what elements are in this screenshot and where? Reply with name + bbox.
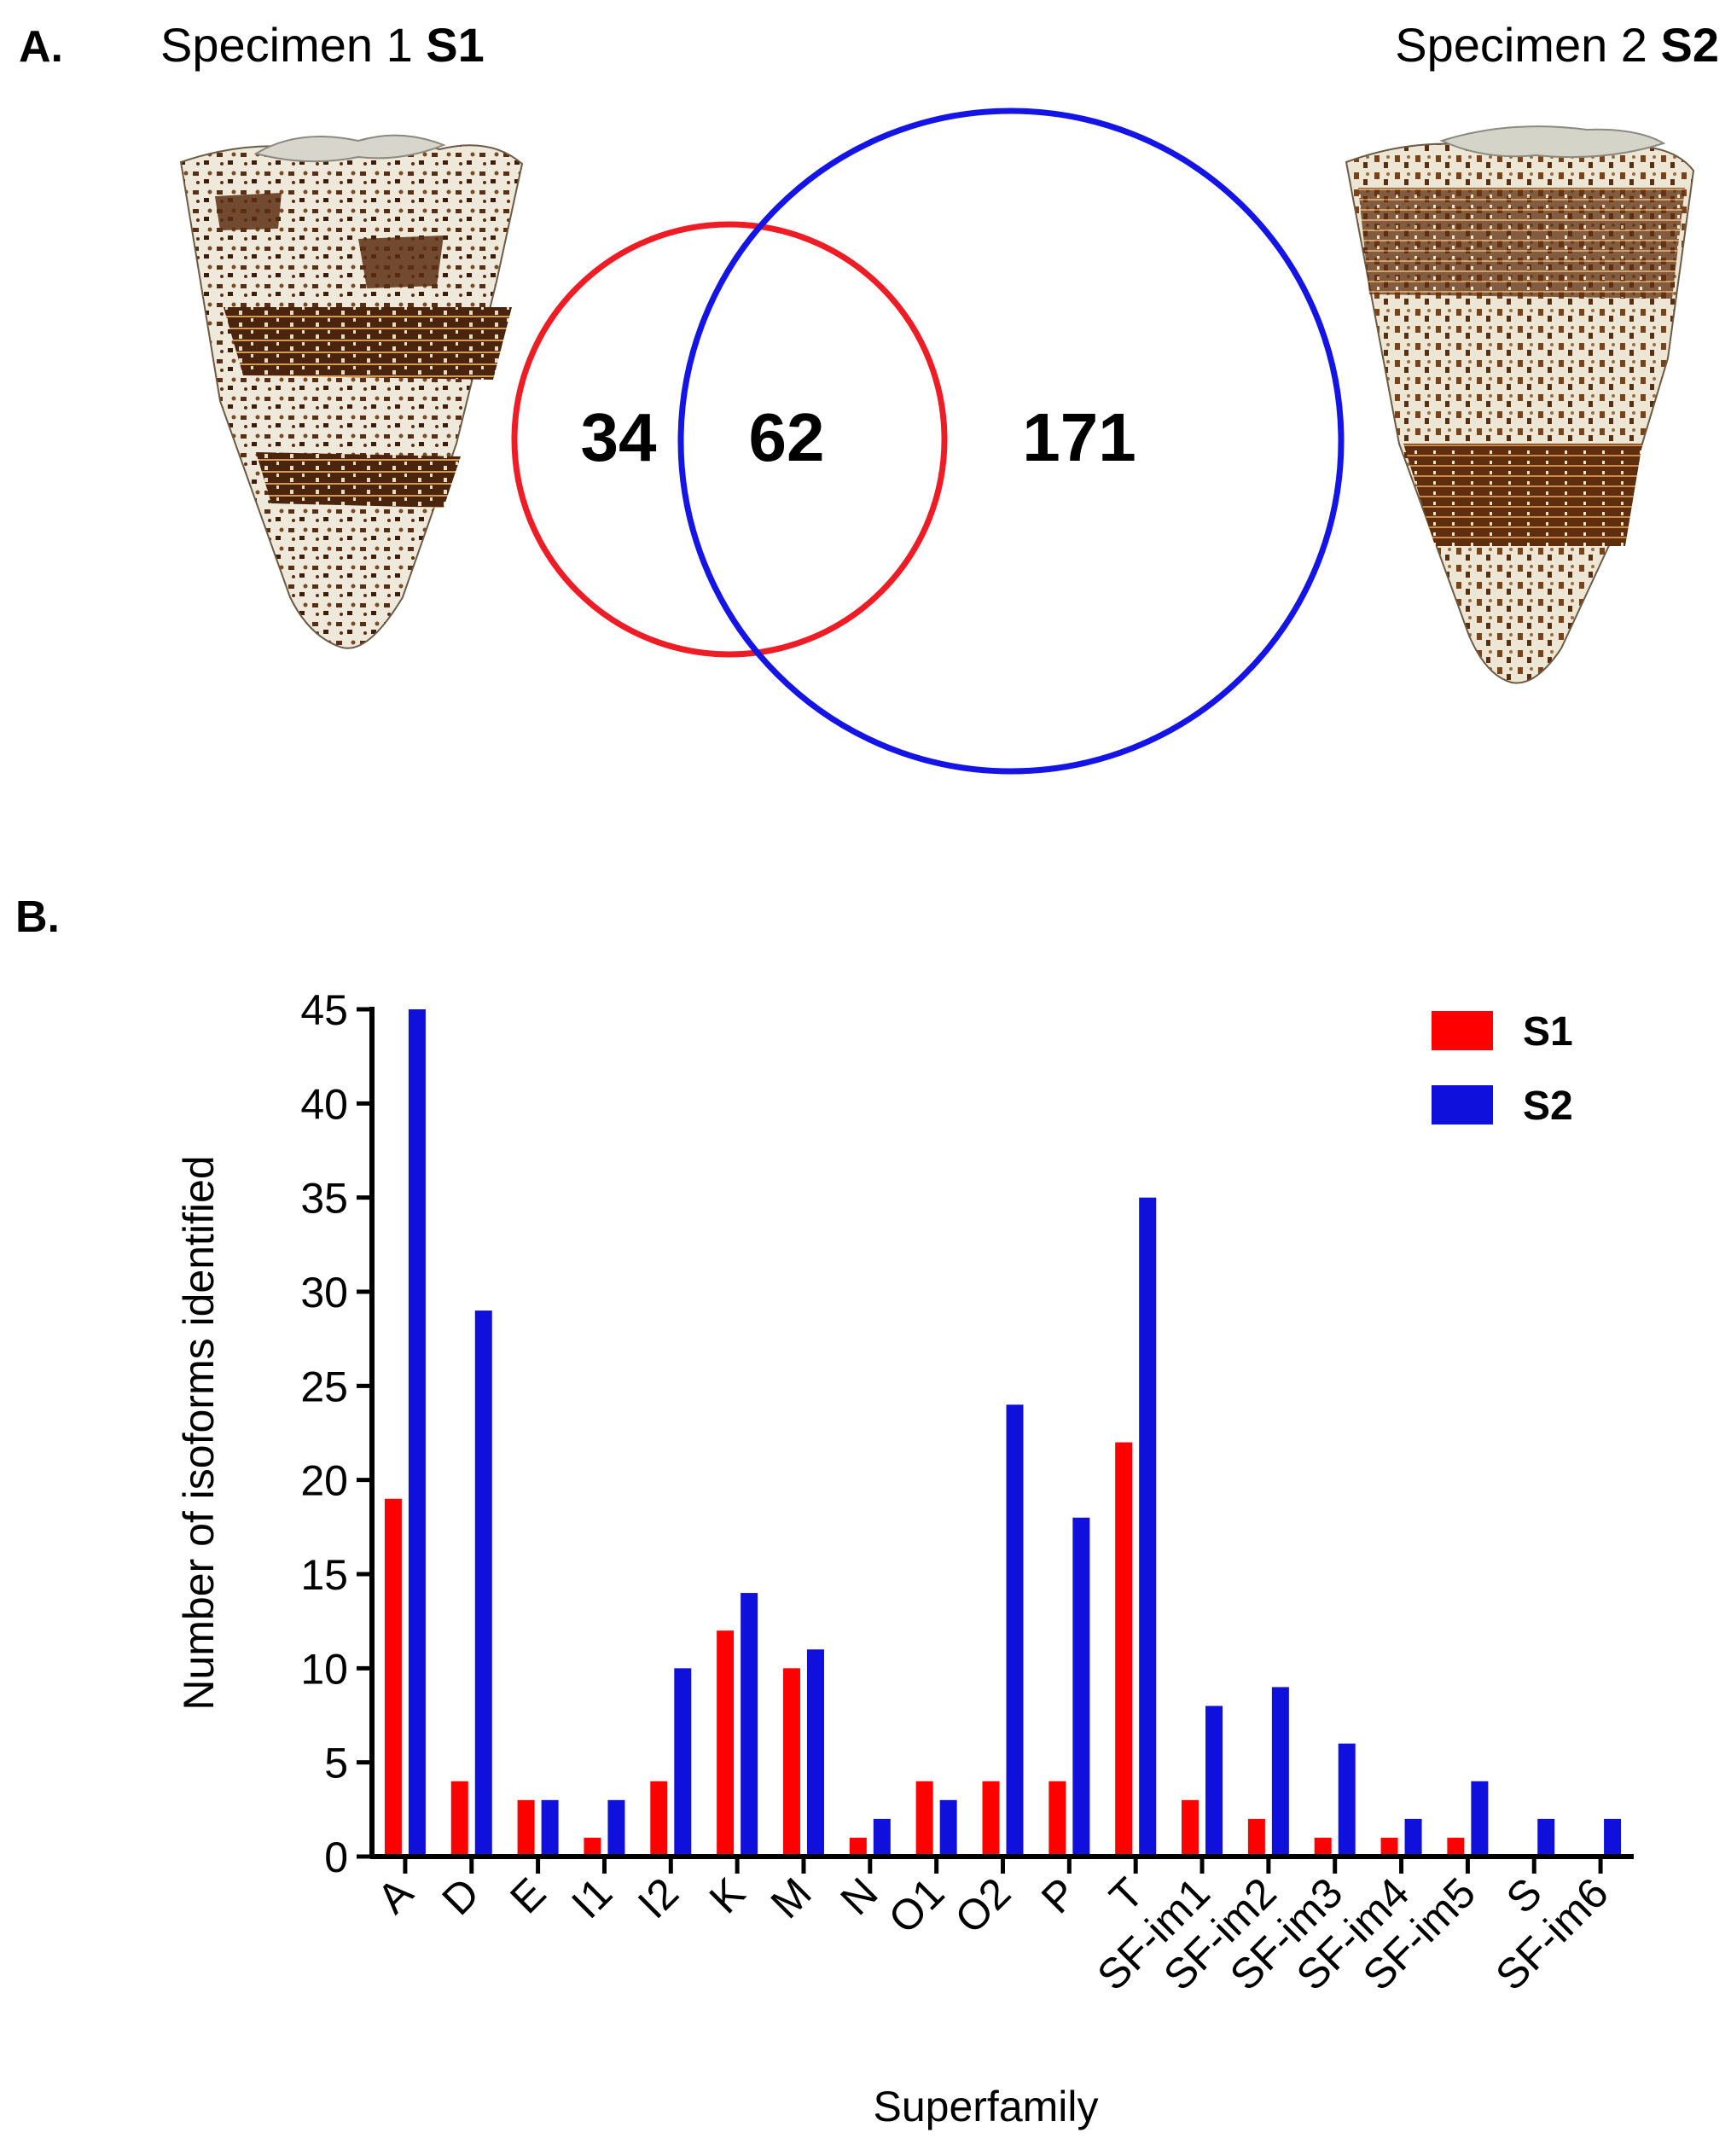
bar-s2-t (1139, 1197, 1157, 1857)
y-tick-label: 35 (300, 1175, 348, 1223)
bar-s2-k (741, 1593, 758, 1857)
panel-b-label: B. (15, 892, 60, 942)
bar-s1-k (717, 1630, 735, 1857)
specimen-2-label: Specimen 2 S2 (1395, 18, 1719, 72)
bar-s2-d (474, 1310, 492, 1857)
bar-s2-sf-im1 (1205, 1706, 1223, 1857)
x-tick-label: D (433, 1868, 488, 1924)
venn-circle-s1 (511, 221, 948, 658)
specimen-1-text: Specimen 1 (160, 18, 426, 72)
bar-s1-p (1048, 1781, 1066, 1857)
y-tick-label: 45 (300, 986, 348, 1034)
bar-s1-t (1115, 1442, 1133, 1857)
bar-s1-sf-im1 (1182, 1799, 1200, 1857)
bar-s1-o1 (915, 1781, 933, 1857)
y-axis-title: Number of isoforms identified (175, 1155, 223, 1710)
venn-circle-s2 (677, 108, 1345, 775)
x-axis-title: Superfamily (874, 2083, 1099, 2130)
bar-s2-sf-im6 (1604, 1818, 1622, 1857)
x-tick-label: O1 (880, 1868, 954, 1943)
x-tick-label: I1 (562, 1868, 621, 1927)
bar-s2-o2 (1006, 1404, 1024, 1857)
bar-s2-sf-im4 (1404, 1818, 1422, 1857)
bar-s1-sf-im5 (1447, 1837, 1465, 1857)
bar-s2-i2 (674, 1668, 692, 1857)
bar-s2-sf-im2 (1271, 1687, 1289, 1857)
y-tick-label: 5 (324, 1740, 348, 1787)
x-tick-label: A (369, 1868, 423, 1923)
x-tick-label: E (501, 1868, 555, 1922)
bar-s1-sf-im4 (1380, 1837, 1398, 1857)
specimen-1-shell-image (179, 134, 524, 649)
bar-s1-n (849, 1837, 867, 1857)
bar-s1-i2 (650, 1781, 668, 1857)
specimen-1-label: Specimen 1 S1 (160, 18, 485, 72)
y-tick-label: 0 (324, 1833, 348, 1881)
bar-s2-e (541, 1799, 559, 1857)
legend-label-s2: S2 (1523, 1084, 1573, 1129)
specimen-2-code: S2 (1661, 18, 1720, 72)
bar-s1-d (450, 1781, 468, 1857)
x-tick-label: M (762, 1868, 821, 1927)
legend-swatch-s1 (1432, 1011, 1493, 1050)
x-tick-label: N (831, 1868, 886, 1924)
y-tick-label: 15 (300, 1551, 348, 1599)
bar-s1-o2 (982, 1781, 1000, 1857)
specimen-1-code: S1 (426, 18, 485, 72)
bar-s2-p (1072, 1517, 1090, 1857)
y-tick-label: 20 (300, 1457, 348, 1505)
specimen-2-text: Specimen 2 (1395, 18, 1660, 72)
x-tick-label: K (700, 1868, 754, 1922)
bar-s2-s (1537, 1818, 1555, 1857)
x-tick-label: O2 (946, 1868, 1020, 1943)
bar-s1-sf-im2 (1247, 1818, 1265, 1857)
bar-s2-sf-im3 (1338, 1743, 1356, 1857)
venn-shared-count: 62 (749, 399, 825, 475)
x-tick-label: P (1032, 1868, 1086, 1922)
y-tick-label: 40 (300, 1080, 348, 1128)
venn-only-s1-count: 34 (581, 399, 657, 475)
y-tick-label: 30 (300, 1269, 348, 1316)
legend-label-s1: S1 (1523, 1009, 1573, 1055)
bar-s1-m (782, 1668, 800, 1857)
bar-s1-e (517, 1799, 535, 1857)
bar-s2-sf-im5 (1471, 1781, 1489, 1857)
bar-s2-o1 (939, 1799, 957, 1857)
x-tick-label: I2 (629, 1868, 688, 1927)
bar-s2-m (806, 1649, 824, 1857)
bar-s1-sf-im3 (1314, 1837, 1332, 1857)
y-tick-label: 10 (300, 1645, 348, 1693)
panel-a-label: A. (19, 22, 63, 72)
bar-s1-i1 (584, 1837, 601, 1857)
legend-swatch-s2 (1432, 1085, 1493, 1124)
venn-only-s2-count: 171 (1022, 399, 1136, 475)
bar-s2-n (873, 1818, 891, 1857)
bar-s2-i1 (607, 1799, 625, 1857)
specimen-2-shell-image (1345, 125, 1695, 684)
y-tick-label: 25 (300, 1363, 348, 1410)
bar-s1-a (384, 1498, 402, 1857)
bar-s2-a (408, 1009, 426, 1857)
